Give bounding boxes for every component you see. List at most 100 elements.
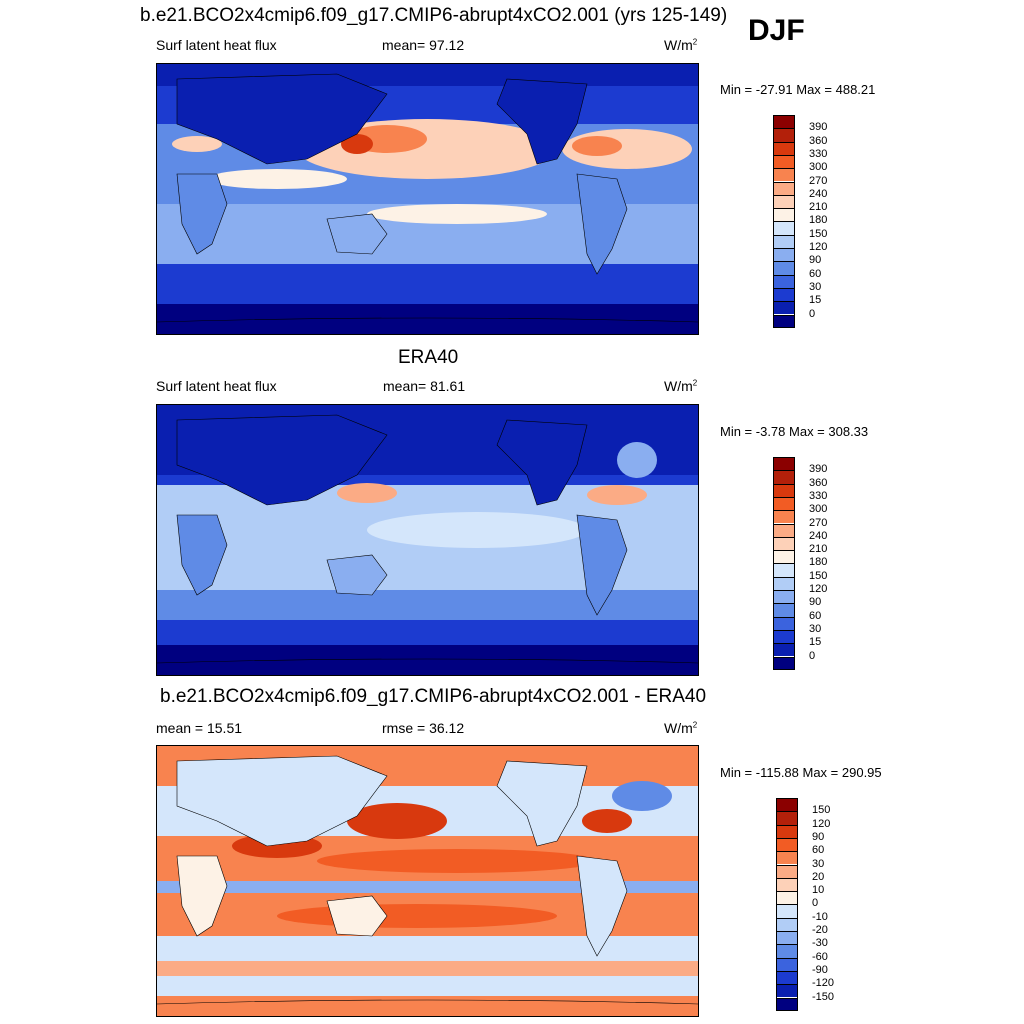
panel1-units: W/m2	[664, 37, 698, 53]
colorbar-label: 270	[809, 174, 828, 187]
colorbar-label: 120	[812, 817, 831, 830]
colorbar-swatch	[773, 536, 795, 551]
colorbar-swatch	[773, 208, 795, 222]
panel2-title: ERA40	[398, 347, 459, 368]
colorbar-swatch	[773, 154, 795, 169]
colorbar-swatch	[773, 221, 795, 235]
colorbar-swatch	[776, 944, 798, 958]
colorbar-label: 330	[809, 147, 828, 160]
colorbar-label: -10	[812, 910, 828, 923]
panel1-title: b.e21.BCO2x4cmip6.f09_g17.CMIP6-abrupt4x…	[140, 5, 728, 26]
season-label: DJF	[748, 14, 805, 47]
colorbar-swatch	[773, 274, 795, 288]
colorbar-swatch	[776, 798, 798, 812]
panel3-rmse-label: rmse = 36.12	[382, 720, 465, 736]
colorbar-swatch	[773, 287, 795, 302]
colorbar-label: 150	[812, 804, 831, 817]
colorbar-swatch	[773, 576, 795, 590]
colorbar-swatch	[776, 811, 798, 825]
colorbar-swatch	[773, 194, 795, 209]
colorbar-swatch	[773, 141, 795, 155]
colorbar-label: 10	[812, 884, 825, 897]
colorbar-label: 30	[809, 622, 822, 635]
colorbar-swatch	[776, 904, 798, 918]
colorbar-label: 240	[809, 187, 828, 200]
panel2-minmax: Min = -3.78 Max = 308.33	[720, 424, 869, 439]
colorbar-swatch	[773, 510, 795, 524]
colorbar-swatch	[773, 261, 795, 275]
panel1-map-svg	[157, 64, 698, 334]
colorbar-swatch	[773, 643, 795, 657]
colorbar-label: 180	[809, 214, 828, 227]
colorbar-swatch	[776, 851, 798, 865]
colorbar-label: -60	[812, 950, 828, 963]
colorbar-swatch	[776, 837, 798, 852]
colorbar-frame	[776, 798, 798, 1011]
colorbar-swatch	[773, 301, 795, 315]
colorbar-swatch	[776, 917, 798, 931]
colorbar-label: -120	[812, 977, 835, 990]
colorbar-swatch	[776, 891, 798, 905]
panel2-map	[156, 404, 699, 676]
colorbar-label: 0	[812, 897, 819, 910]
panel3-minmax: Min = -115.88 Max = 290.95	[720, 765, 882, 780]
colorbar-swatch	[776, 997, 798, 1011]
colorbar-label: 60	[809, 609, 822, 622]
colorbar-label: 150	[809, 227, 828, 240]
colorbar-swatch	[773, 128, 795, 142]
colorbar-swatch	[773, 457, 795, 471]
colorbar-label: -150	[812, 990, 835, 1003]
colorbar-label: 90	[809, 254, 822, 267]
colorbar-swatch	[773, 470, 795, 484]
colorbar-swatch	[773, 314, 795, 328]
panel2-variable-label: Surf latent heat flux	[156, 378, 277, 394]
colorbar-swatch	[776, 864, 798, 878]
colorbar-swatch	[773, 181, 795, 195]
colorbar-label: 300	[809, 161, 828, 174]
colorbar-swatch	[773, 550, 795, 564]
colorbar-label: 360	[809, 134, 828, 147]
colorbar-label: 90	[812, 830, 825, 843]
panel3-title: b.e21.BCO2x4cmip6.f09_g17.CMIP6-abrupt4x…	[160, 686, 707, 707]
colorbar-label: -20	[812, 924, 828, 936]
colorbar-label: 120	[809, 583, 828, 595]
colorbar-label: 390	[809, 463, 828, 476]
panel2-map-svg	[157, 405, 698, 675]
colorbar-label: 180	[809, 556, 828, 569]
panel1-variable-label: Surf latent heat flux	[156, 37, 277, 53]
panel1-mean-label: mean= 97.12	[382, 37, 465, 53]
colorbar-label: 15	[809, 294, 822, 307]
colorbar-swatch	[773, 629, 795, 644]
colorbar-label: 210	[809, 543, 828, 556]
colorbar-swatch	[773, 248, 795, 262]
colorbar-label: 270	[809, 516, 828, 529]
colorbar-label: 15	[809, 636, 822, 649]
colorbar-label: 0	[809, 649, 816, 662]
colorbar-label: 390	[809, 121, 828, 134]
colorbar-swatch	[773, 563, 795, 577]
colorbar-swatch	[776, 970, 798, 985]
colorbar-swatch	[773, 234, 795, 248]
colorbar-label: 20	[812, 870, 825, 883]
colorbar-label: 150	[809, 569, 828, 582]
panel1-map	[156, 63, 699, 335]
panel1-minmax: Min = -27.91 Max = 488.21	[720, 82, 876, 97]
colorbar-label: 30	[812, 857, 825, 870]
colorbar-swatch	[776, 984, 798, 998]
colorbar-label: 240	[809, 529, 828, 542]
panel1-colorbar: 390 360 330 300 270 240 210 180 150 120 90 60 30 15 0	[773, 115, 843, 330]
colorbar-swatch	[776, 957, 798, 971]
colorbar-label: 0	[809, 307, 816, 320]
colorbar-label: 30	[809, 280, 822, 293]
colorbar-swatch	[773, 115, 795, 129]
colorbar-swatch	[776, 931, 798, 945]
panel3-map-svg	[157, 746, 698, 1016]
colorbar-frame	[773, 115, 795, 328]
colorbar-swatch	[773, 496, 795, 511]
colorbar-swatch	[773, 483, 795, 497]
panel2-mean-label: mean= 81.61	[383, 378, 466, 394]
colorbar-label: 60	[812, 844, 825, 857]
colorbar-swatch	[776, 824, 798, 838]
colorbar-label: 210	[809, 201, 828, 214]
panel3-units: W/m2	[664, 720, 698, 736]
